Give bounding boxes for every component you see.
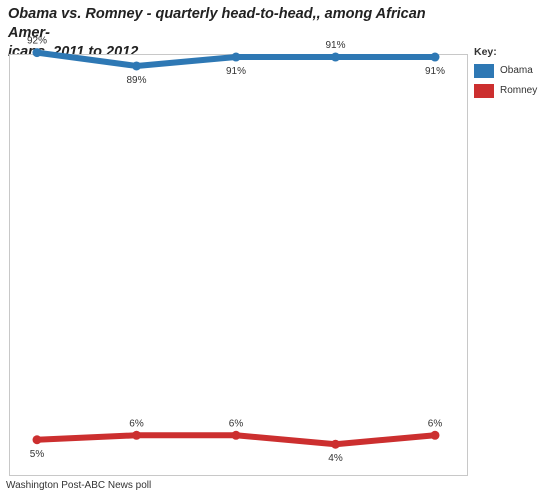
legend-title: Key: [474, 46, 497, 58]
legend: Key: Obama Romney [474, 46, 554, 102]
data-point-obama-3 [231, 52, 241, 62]
data-label-obama-4: 91% [325, 40, 345, 51]
data-label-romney-4: 4% [328, 453, 343, 464]
source-note: Washington Post-ABC News poll [6, 480, 152, 491]
data-point-romney-1 [32, 435, 42, 445]
line-chart: 92% 89% 91% 91% 91% 5% 6% 6% 4% 6% [27, 36, 445, 465]
data-label-romney-1: 5% [30, 449, 45, 460]
legend-label-obama: Obama [500, 65, 533, 76]
legend-swatch-obama [474, 63, 494, 78]
data-point-romney-4 [331, 439, 340, 449]
data-label-obama-1: 92% [27, 36, 47, 47]
data-label-romney-2: 6% [129, 418, 144, 429]
data-point-obama-5 [430, 52, 440, 62]
data-label-obama-5: 91% [425, 66, 445, 77]
plot-area [9, 54, 468, 476]
data-point-romney-3 [231, 430, 241, 440]
data-point-obama-4 [331, 52, 340, 62]
legend-item-romney: Romney [474, 82, 554, 99]
data-label-obama-2: 89% [126, 75, 146, 86]
data-point-romney-5 [430, 430, 440, 440]
data-point-obama-2 [132, 61, 141, 71]
legend-label-romney: Romney [500, 85, 538, 96]
data-label-obama-3: 91% [226, 66, 246, 77]
legend-swatch-romney [474, 83, 494, 98]
data-point-obama-1 [32, 48, 42, 58]
legend-item-obama: Obama [474, 62, 554, 79]
chart-title-line-1: Obama vs. Romney - quarterly head-to-hea… [8, 6, 426, 41]
data-label-romney-3: 6% [229, 418, 244, 429]
data-label-romney-5: 6% [428, 418, 443, 429]
data-point-romney-2 [132, 430, 141, 440]
